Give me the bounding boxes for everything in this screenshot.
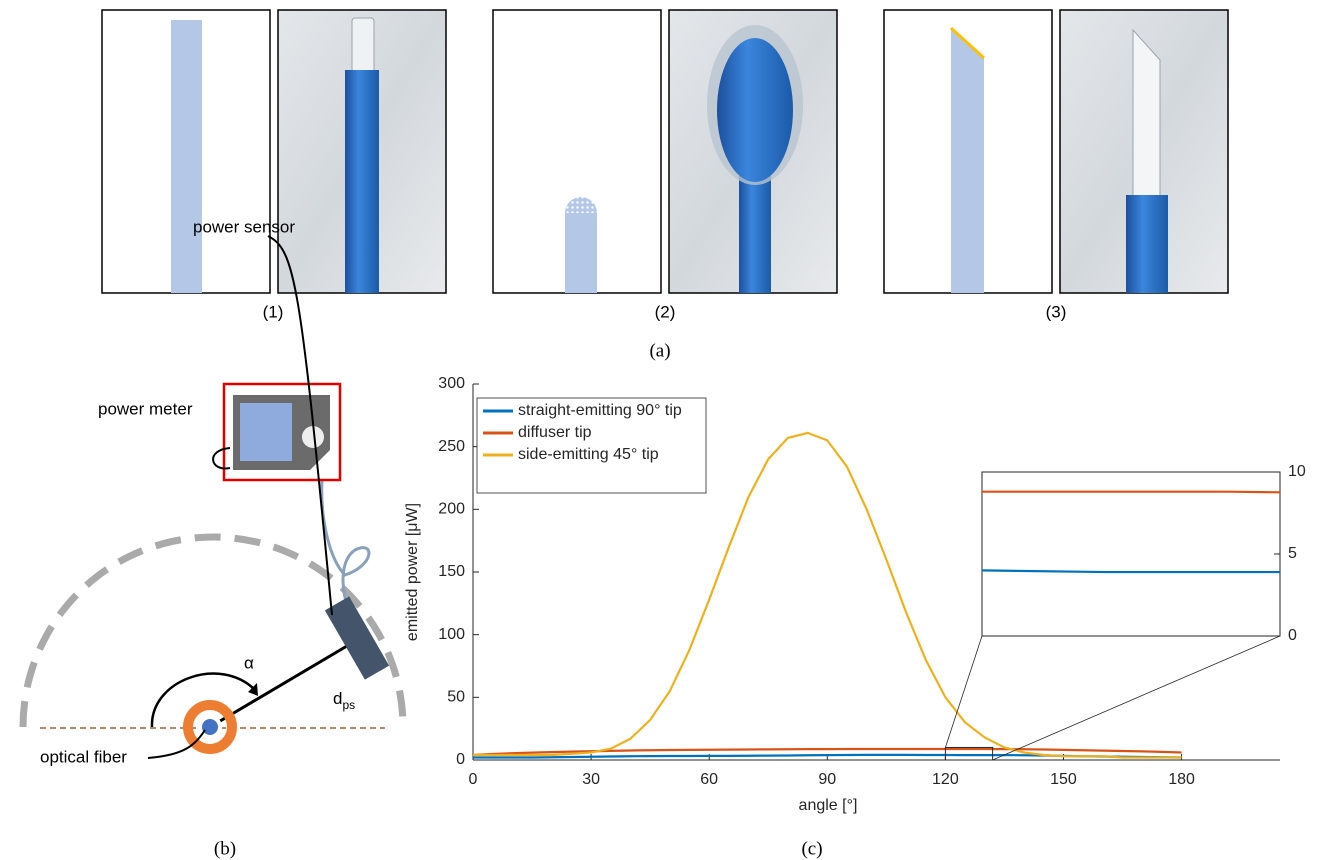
y-tick-label: 150 — [438, 563, 465, 580]
distance-line — [209, 641, 353, 729]
y-axis-label: emitted power [μW] — [404, 503, 421, 641]
leader — [267, 235, 333, 616]
x-tick-label: 150 — [1050, 771, 1077, 788]
legend-label: side-emitting 45° tip — [518, 446, 659, 463]
caption: (b) — [214, 838, 236, 859]
leader — [212, 447, 231, 470]
fiber-tip — [1132, 28, 1161, 201]
inset-tick-label: 5 — [1288, 545, 1297, 562]
legend-label: diffuser tip — [518, 424, 592, 441]
y-tick-label: 300 — [438, 375, 465, 392]
panel-label: (1) — [263, 302, 284, 321]
label: power sensor — [193, 217, 295, 236]
leader — [147, 729, 206, 759]
fiber-jacket — [739, 170, 771, 293]
mirror-face — [949, 26, 986, 60]
measurement-arc — [19, 533, 407, 728]
caption: (a) — [649, 340, 670, 361]
y-tick-label: 100 — [438, 626, 465, 643]
data-line — [473, 431, 1182, 759]
angle-arrow — [150, 672, 256, 728]
y-tick-label: 50 — [447, 689, 465, 706]
caption: (c) — [801, 838, 822, 859]
x-tick-label: 90 — [818, 771, 836, 788]
fiber-core — [202, 719, 218, 735]
y-tick-label: 0 — [456, 751, 465, 768]
zoom-connector — [945, 635, 983, 748]
fiber-jacket — [183, 700, 237, 754]
diffuser-core — [717, 38, 793, 182]
panel-label: (2) — [655, 302, 676, 321]
meter-knob — [302, 426, 324, 448]
panel-a: (1) (2) (3) (a) — [101, 9, 1229, 361]
arrow-head — [248, 683, 258, 696]
power-sensor — [324, 596, 390, 680]
schematic-box — [492, 9, 662, 294]
data-line — [472, 747, 1182, 757]
x-tick-label: 180 — [1168, 771, 1195, 788]
x-tick-label: 120 — [932, 771, 959, 788]
fiber-schematic — [565, 213, 597, 293]
zoom-box — [944, 746, 994, 761]
label: ps — [342, 698, 355, 712]
label: optical fiber — [40, 747, 127, 766]
fiber-tip — [351, 17, 375, 74]
cable — [320, 479, 371, 613]
fiber-schematic — [171, 20, 202, 293]
label: d — [333, 689, 342, 708]
fiber-jacket — [345, 70, 379, 293]
label: dps — [333, 689, 355, 712]
meter-screen — [240, 403, 292, 461]
inset-tick-label: 0 — [1288, 627, 1297, 644]
inset-box — [981, 471, 1281, 637]
panel-b: power meter power sensor α dps optical f… — [19, 217, 407, 859]
fiber-jacket — [1126, 195, 1168, 293]
x-tick-label: 60 — [700, 771, 718, 788]
panel-label: (3) — [1046, 302, 1067, 321]
y-tick-label: 250 — [438, 438, 465, 455]
legend-box — [476, 397, 707, 494]
y-tick-label: 200 — [438, 501, 465, 518]
fiber-schematic — [951, 28, 984, 293]
inset-tick-label: 10 — [1288, 463, 1306, 480]
x-axis-label: angle [°] — [799, 797, 858, 814]
x-tick-label: 0 — [469, 771, 478, 788]
meter-frame — [222, 382, 342, 482]
legend-label: straight-emitting 90° tip — [518, 402, 682, 419]
label: α — [244, 653, 254, 672]
diffuser-cap — [565, 197, 597, 213]
label: power meter — [98, 399, 193, 418]
zoom-connector — [992, 635, 1281, 761]
x-tick-label: 30 — [582, 771, 600, 788]
